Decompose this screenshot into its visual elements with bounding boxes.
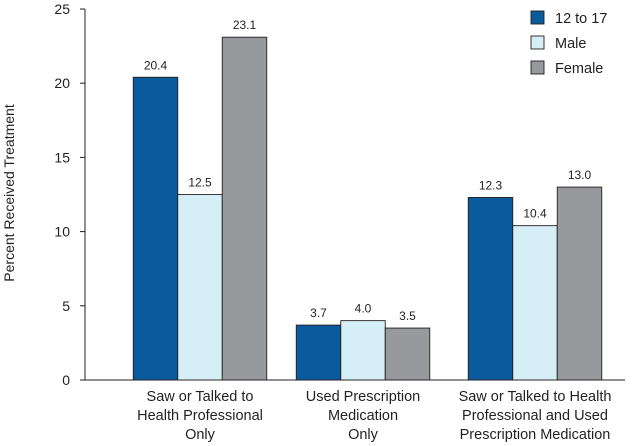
- data-label: 12.5: [188, 176, 212, 190]
- y-tick-label: 25: [54, 1, 70, 17]
- category-label-line: Professional and Used: [462, 408, 608, 424]
- data-label: 4.0: [355, 302, 372, 316]
- legend-label: Female: [555, 61, 603, 77]
- y-axis-label: Percent Received Treatment: [1, 104, 17, 282]
- y-tick-label: 0: [62, 372, 70, 388]
- data-label: 10.4: [523, 207, 547, 221]
- category-label-line: Saw or Talked to Health: [459, 389, 612, 405]
- data-label: 23.1: [233, 18, 257, 32]
- category-label-line: Used Prescription: [306, 389, 420, 405]
- y-tick-label: 10: [54, 224, 70, 240]
- bar-1-2: [295, 324, 342, 381]
- plot-area: 0 5 10 15 20 25 20.4 12.5 23.1 Saw or Talked to He…: [54, 1, 625, 443]
- bar-1-1: [132, 76, 179, 381]
- data-label: 3.7: [310, 306, 327, 320]
- data-label: 12.3: [479, 178, 503, 192]
- legend-label: 12 to 17: [555, 11, 607, 27]
- data-label: 13.0: [568, 168, 592, 182]
- legend-label: Male: [555, 36, 586, 52]
- bar-2-1: [177, 194, 223, 381]
- category-label-line: Medication: [328, 408, 398, 424]
- category-label-line: Prescription Medication: [460, 427, 611, 443]
- category-label-line: Only: [348, 427, 379, 443]
- bar-2-3: [512, 225, 558, 381]
- y-tick-label: 15: [54, 149, 70, 165]
- y-tick-label: 20: [54, 75, 70, 91]
- category-label-line: Only: [185, 427, 216, 443]
- category-label-line: Saw or Talked to: [147, 389, 254, 405]
- bar-3-3: [556, 186, 603, 381]
- legend-swatch: [530, 10, 545, 25]
- data-label: 3.5: [399, 309, 416, 323]
- bar-1-3: [467, 197, 514, 381]
- bar-3-1: [221, 36, 268, 381]
- bar-3-2: [384, 327, 431, 381]
- legend: 12 to 17 Male Female: [530, 10, 607, 77]
- y-tick-label: 5: [62, 298, 70, 314]
- data-label: 20.4: [144, 58, 168, 72]
- legend-swatch: [530, 60, 545, 75]
- bar-2-2: [340, 320, 386, 381]
- legend-swatch: [530, 35, 545, 50]
- category-label-line: Health Professional: [137, 408, 263, 424]
